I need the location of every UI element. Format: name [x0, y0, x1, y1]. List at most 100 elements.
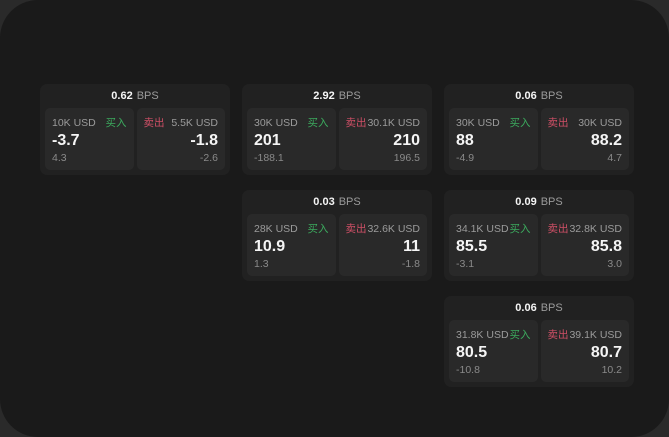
buy-price: 85.5 [456, 238, 488, 255]
quote-tiles: 28K USD 买入 10.9 1.3 卖出 32.6K USD 11 -1.8 [247, 214, 427, 276]
buy-price: 10.9 [254, 238, 286, 255]
buy-meta-row: 28K USD 买入 [254, 221, 329, 236]
buy-side-label: 买入 [509, 329, 531, 341]
sell-price: 210 [393, 132, 420, 149]
sell-price: -1.8 [190, 132, 218, 149]
bps-unit-label: BPS [136, 90, 159, 102]
sell-notional: 30K USD [578, 116, 622, 129]
sell-price: 80.7 [590, 344, 622, 361]
sell-notional: 5.5K USD [171, 116, 218, 129]
buy-quote-tile[interactable]: 31.8K USD 买入 80.5 -10.8 [449, 320, 538, 382]
sell-meta-row: 卖出 32.6K USD [346, 221, 421, 236]
quote-card: 0.06 BPS 31.8K USD 买入 80.5 -10.8 卖出 39.1… [444, 296, 634, 387]
buy-price: -3.7 [52, 132, 80, 149]
sell-quote-tile[interactable]: 卖出 32.6K USD 11 -1.8 [338, 214, 427, 276]
bps-unit-label: BPS [338, 90, 361, 102]
sell-meta-row: 卖出 32.8K USD [548, 221, 623, 236]
buy-notional: 30K USD [456, 116, 500, 129]
buy-meta-row: 34.1K USD 买入 [456, 221, 531, 236]
sell-meta-row: 卖出 30.1K USD [346, 115, 421, 130]
buy-quote-tile[interactable]: 30K USD 买入 201 -188.1 [247, 108, 336, 170]
bps-unit-label: BPS [540, 90, 563, 102]
sell-meta-row: 卖出 39.1K USD [548, 327, 623, 342]
bps-spread-value: 0.06 [515, 90, 537, 102]
sell-delta: 4.7 [607, 152, 622, 164]
card-header: 0.62 BPS [45, 84, 225, 108]
quote-tiles: 31.8K USD 买入 80.5 -10.8 卖出 39.1K USD 80.… [449, 320, 629, 382]
sell-meta-row: 卖出 5.5K USD [144, 115, 219, 130]
buy-quote-tile[interactable]: 34.1K USD 买入 85.5 -3.1 [449, 214, 538, 276]
sell-side-label: 卖出 [345, 223, 367, 235]
sell-side-label: 卖出 [345, 117, 367, 129]
buy-delta: 4.3 [52, 152, 67, 164]
sell-notional: 39.1K USD [569, 328, 622, 341]
quote-card: 0.03 BPS 28K USD 买入 10.9 1.3 卖出 32.6K US… [242, 190, 432, 281]
buy-side-label: 买入 [509, 117, 531, 129]
sell-delta: -2.6 [199, 152, 218, 164]
buy-delta: -188.1 [254, 152, 284, 164]
sell-quote-tile[interactable]: 卖出 5.5K USD -1.8 -2.6 [136, 108, 225, 170]
buy-meta-row: 30K USD 买入 [254, 115, 329, 130]
bps-spread-value: 0.06 [515, 302, 537, 314]
quote-tiles: 30K USD 买入 88 -4.9 卖出 30K USD 88.2 4.7 [449, 108, 629, 170]
buy-price: 201 [254, 132, 281, 149]
buy-side-label: 买入 [307, 117, 329, 129]
sell-quote-tile[interactable]: 卖出 39.1K USD 80.7 10.2 [540, 320, 629, 382]
buy-meta-row: 31.8K USD 买入 [456, 327, 531, 342]
buy-price: 80.5 [456, 344, 488, 361]
quote-tiles: 30K USD 买入 201 -188.1 卖出 30.1K USD 210 1… [247, 108, 427, 170]
sell-quote-tile[interactable]: 卖出 30K USD 88.2 4.7 [540, 108, 629, 170]
buy-side-label: 买入 [105, 117, 127, 129]
buy-meta-row: 30K USD 买入 [456, 115, 531, 130]
buy-notional: 34.1K USD [456, 222, 509, 235]
buy-delta: 1.3 [254, 258, 269, 270]
sell-side-label: 卖出 [547, 223, 569, 235]
bps-unit-label: BPS [338, 196, 361, 208]
sell-quote-tile[interactable]: 卖出 30.1K USD 210 196.5 [338, 108, 427, 170]
bps-spread-value: 0.62 [111, 90, 133, 102]
sell-price: 85.8 [590, 238, 622, 255]
sell-delta: 3.0 [607, 258, 622, 270]
card-header: 2.92 BPS [247, 84, 427, 108]
quote-card: 0.62 BPS 10K USD 买入 -3.7 4.3 卖出 5.5K USD… [40, 84, 230, 175]
sell-notional: 30.1K USD [367, 116, 420, 129]
bps-spread-value: 2.92 [313, 90, 335, 102]
sell-quote-tile[interactable]: 卖出 32.8K USD 85.8 3.0 [540, 214, 629, 276]
sell-delta: 10.2 [601, 364, 622, 376]
quote-tiles: 34.1K USD 买入 85.5 -3.1 卖出 32.8K USD 85.8… [449, 214, 629, 276]
buy-delta: -10.8 [456, 364, 480, 376]
quote-card: 0.09 BPS 34.1K USD 买入 85.5 -3.1 卖出 32.8K… [444, 190, 634, 281]
sell-notional: 32.6K USD [367, 222, 420, 235]
sell-side-label: 卖出 [547, 117, 569, 129]
card-header: 0.09 BPS [449, 190, 629, 214]
buy-price: 88 [456, 132, 474, 149]
sell-meta-row: 卖出 30K USD [548, 115, 623, 130]
buy-notional: 31.8K USD [456, 328, 509, 341]
sell-price: 88.2 [590, 132, 622, 149]
bps-spread-value: 0.03 [313, 196, 335, 208]
buy-delta: -4.9 [456, 152, 475, 164]
sell-side-label: 卖出 [143, 117, 165, 129]
buy-delta: -3.1 [456, 258, 475, 270]
bps-spread-value: 0.09 [515, 196, 537, 208]
buy-side-label: 买入 [307, 223, 329, 235]
buy-meta-row: 10K USD 买入 [52, 115, 127, 130]
quote-card: 2.92 BPS 30K USD 买入 201 -188.1 卖出 30.1K … [242, 84, 432, 175]
buy-quote-tile[interactable]: 30K USD 买入 88 -4.9 [449, 108, 538, 170]
card-header: 0.06 BPS [449, 84, 629, 108]
buy-quote-tile[interactable]: 10K USD 买入 -3.7 4.3 [45, 108, 134, 170]
sell-side-label: 卖出 [547, 329, 569, 341]
buy-side-label: 买入 [509, 223, 531, 235]
sell-notional: 32.8K USD [569, 222, 622, 235]
sell-delta: -1.8 [401, 258, 420, 270]
buy-quote-tile[interactable]: 28K USD 买入 10.9 1.3 [247, 214, 336, 276]
bps-unit-label: BPS [540, 196, 563, 208]
buy-notional: 28K USD [254, 222, 298, 235]
quote-card: 0.06 BPS 30K USD 买入 88 -4.9 卖出 30K USD 8… [444, 84, 634, 175]
card-header: 0.06 BPS [449, 296, 629, 320]
sell-delta: 196.5 [393, 152, 420, 164]
sell-price: 11 [403, 238, 420, 255]
buy-notional: 30K USD [254, 116, 298, 129]
